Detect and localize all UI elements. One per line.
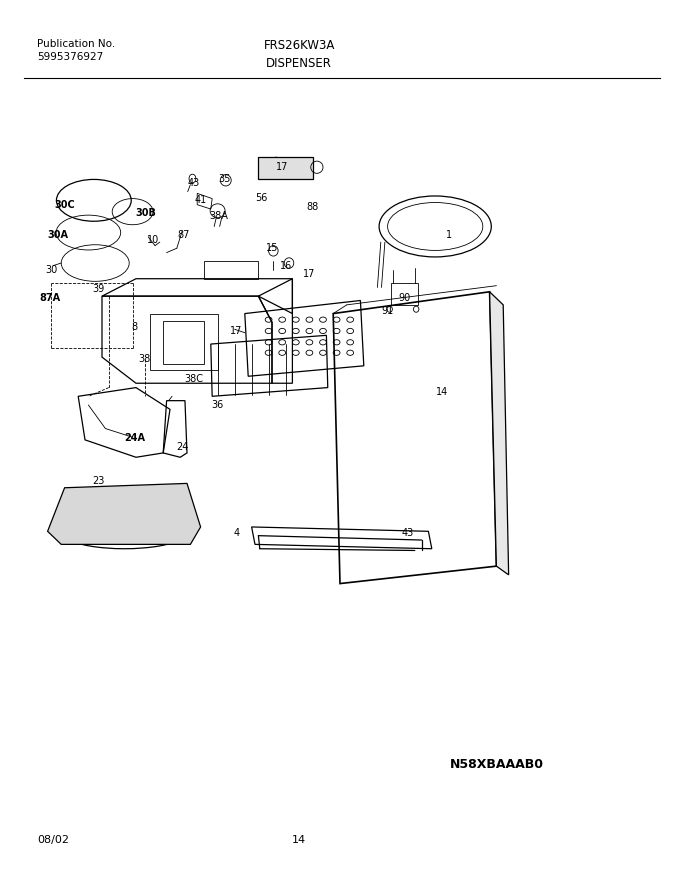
Text: 30C: 30C — [54, 199, 75, 210]
Text: 38A: 38A — [209, 211, 228, 221]
Text: 41: 41 — [194, 195, 207, 206]
Text: 30: 30 — [45, 265, 57, 275]
Text: 5995376927: 5995376927 — [37, 52, 103, 62]
Text: 39: 39 — [92, 284, 105, 294]
Text: 90: 90 — [398, 293, 411, 303]
Text: 14: 14 — [436, 387, 448, 397]
Text: 8: 8 — [131, 321, 138, 332]
Text: 56: 56 — [256, 192, 268, 203]
Text: 17: 17 — [276, 162, 288, 172]
Text: 23: 23 — [92, 476, 105, 486]
Text: 35: 35 — [218, 173, 231, 184]
Text: 87A: 87A — [39, 293, 61, 303]
Text: 24A: 24A — [124, 433, 145, 443]
Text: 14: 14 — [292, 835, 306, 845]
Text: 91: 91 — [381, 306, 394, 316]
Polygon shape — [48, 483, 201, 544]
Text: 30B: 30B — [136, 208, 156, 219]
Text: 4: 4 — [233, 528, 240, 538]
Bar — [163, 321, 204, 364]
Text: 15: 15 — [266, 243, 278, 253]
Text: 36: 36 — [211, 400, 224, 410]
Text: 88: 88 — [307, 202, 319, 213]
Text: 43: 43 — [402, 528, 414, 538]
Text: 30A: 30A — [48, 230, 68, 240]
Text: 38: 38 — [138, 354, 150, 364]
Text: 1: 1 — [445, 230, 452, 240]
Bar — [391, 283, 418, 305]
Polygon shape — [258, 157, 313, 179]
Text: 38C: 38C — [184, 374, 203, 384]
Bar — [150, 314, 218, 370]
Text: 24: 24 — [176, 442, 188, 452]
Text: 08/02: 08/02 — [37, 835, 69, 845]
Polygon shape — [490, 292, 509, 575]
Text: 16: 16 — [279, 260, 292, 271]
Text: Publication No.: Publication No. — [37, 39, 116, 49]
Text: 17: 17 — [231, 326, 243, 336]
Text: FRS26KW3A: FRS26KW3A — [264, 39, 335, 52]
Text: 17: 17 — [303, 269, 316, 280]
Text: DISPENSER: DISPENSER — [267, 57, 332, 70]
Text: 10: 10 — [147, 234, 159, 245]
Text: 87: 87 — [177, 230, 190, 240]
Text: 43: 43 — [188, 178, 200, 188]
Text: N58XBAAAB0: N58XBAAAB0 — [449, 758, 543, 771]
